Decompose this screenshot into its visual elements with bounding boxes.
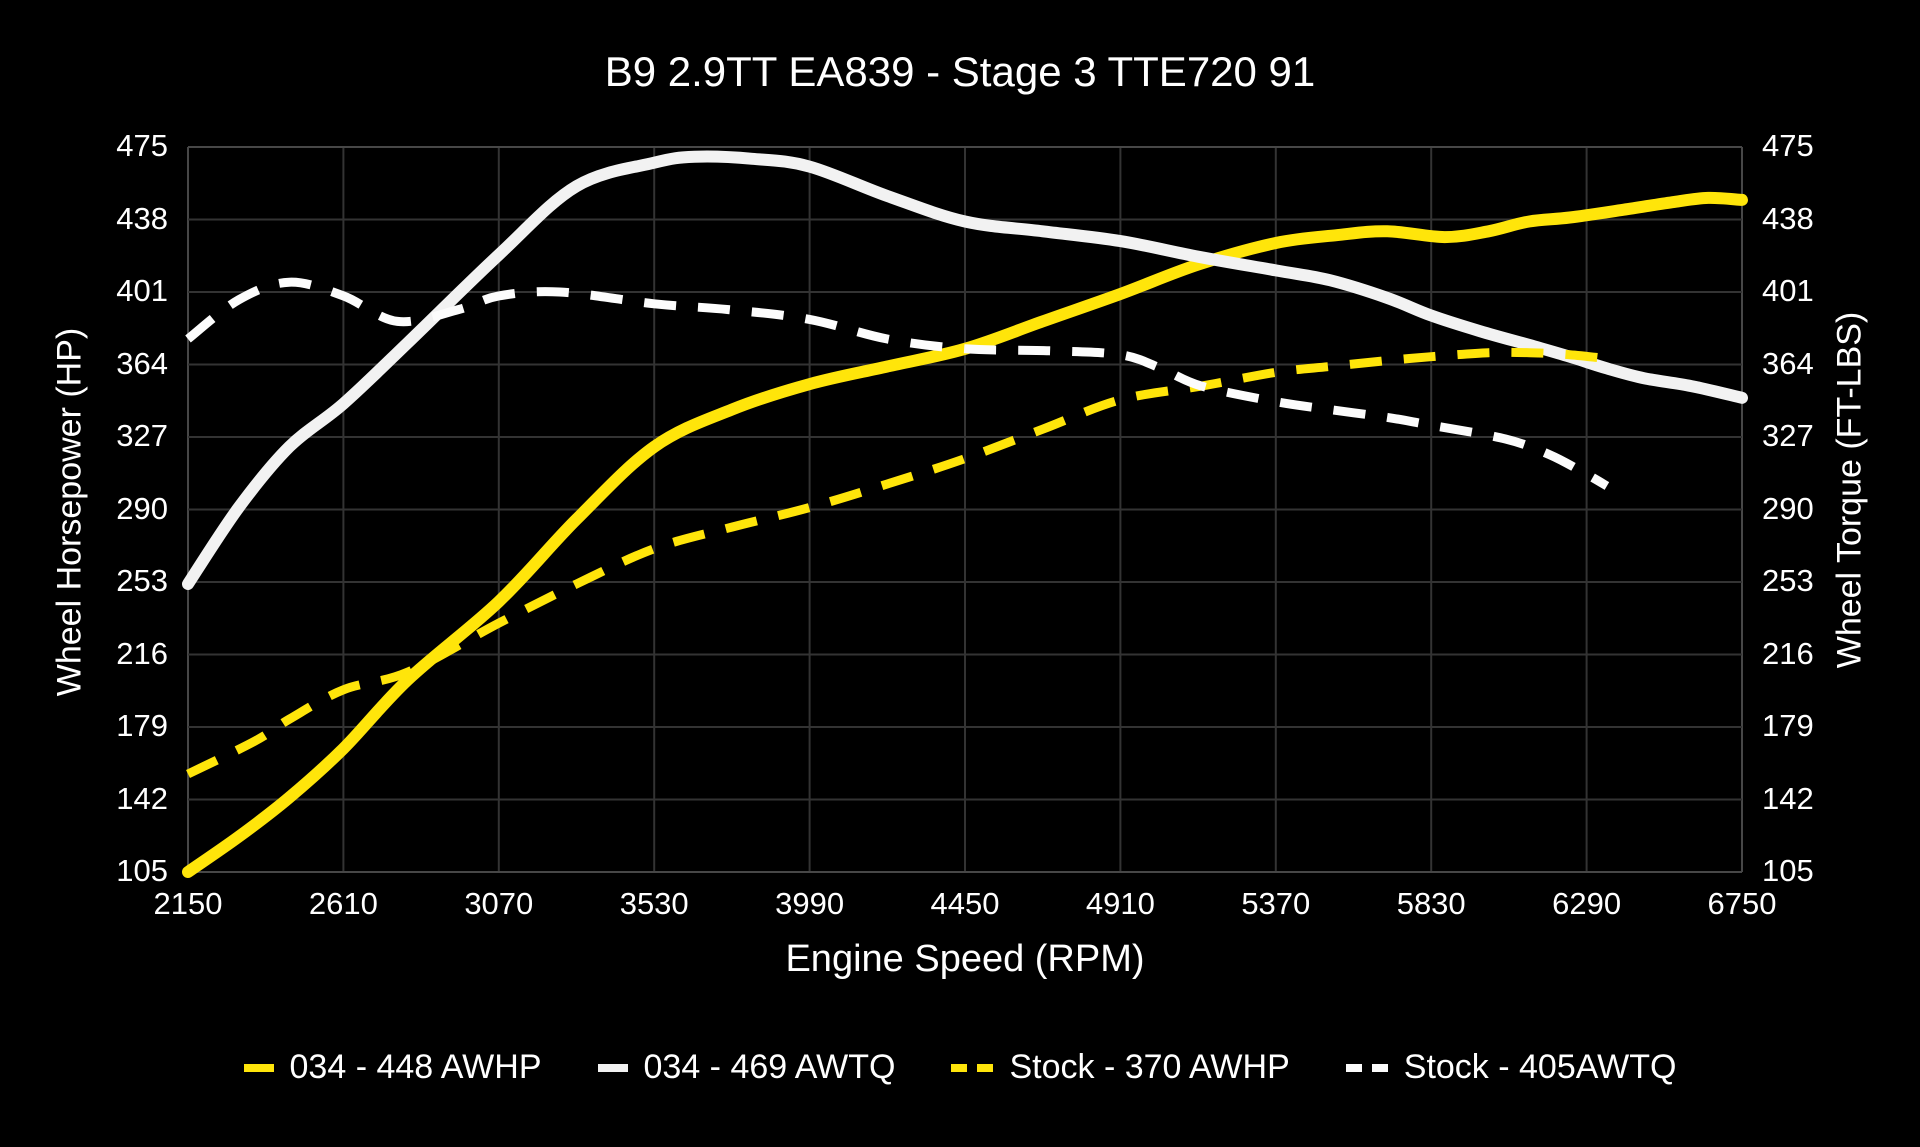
y-tick-label-right: 364 xyxy=(1762,345,1814,381)
y-tick-label-right: 290 xyxy=(1762,490,1814,526)
legend-marker-segment xyxy=(1345,1063,1362,1072)
y-tick-label-left: 438 xyxy=(116,200,168,236)
y-tick-label-right: 105 xyxy=(1762,853,1814,888)
x-tick-label: 4910 xyxy=(1085,886,1155,921)
legend-item: 034 - 448 AWHP xyxy=(243,1048,542,1087)
y-tick-label-right: 438 xyxy=(1762,200,1814,236)
y-tick-label-left: 290 xyxy=(116,490,168,526)
legend-item: Stock - 370 AWHP xyxy=(951,1048,1290,1087)
x-tick-label: 5370 xyxy=(1241,886,1311,921)
legend-marker-solid-yellow-icon xyxy=(243,1063,274,1072)
legend: 034 - 448 AWHP 034 - 469 AWTQ Stock - 37… xyxy=(0,1048,1920,1087)
y-tick-label-right: 253 xyxy=(1762,563,1814,598)
legend-marker-segment xyxy=(977,1063,994,1072)
y-tick-label-right: 327 xyxy=(1762,418,1814,453)
x-axis-title: Engine Speed (RPM) xyxy=(785,938,1145,980)
legend-label: 034 - 469 AWTQ xyxy=(643,1048,896,1086)
y-tick-label-left: 364 xyxy=(116,345,168,381)
y-tick-label-left: 216 xyxy=(116,635,168,671)
legend-marker-dashed-white-icon xyxy=(1345,1063,1388,1072)
y-tick-label-left: 475 xyxy=(116,128,168,163)
legend-marker-segment xyxy=(951,1063,968,1072)
legend-item: Stock - 405AWTQ xyxy=(1345,1048,1677,1087)
x-tick-label: 6750 xyxy=(1707,886,1777,921)
legend-marker-solid-white-icon xyxy=(597,1063,628,1072)
x-tick-label: 5830 xyxy=(1396,886,1466,921)
series-curve-2 xyxy=(186,347,1608,779)
legend-marker-dashed-yellow-icon xyxy=(951,1063,994,1072)
y-tick-label-right: 216 xyxy=(1762,635,1814,671)
y-tick-label-left: 253 xyxy=(116,563,168,598)
y-tick-label-right: 475 xyxy=(1762,128,1814,163)
legend-marker-segment xyxy=(1371,1063,1388,1072)
y-tick-label-left: 105 xyxy=(116,853,168,888)
x-tick-label: 6290 xyxy=(1552,886,1622,921)
series-curve-0 xyxy=(182,191,1748,878)
series-curve-3 xyxy=(185,277,1610,490)
x-tick-label: 4450 xyxy=(930,886,1000,921)
x-tick-label: 3530 xyxy=(619,886,689,921)
x-tick-label: 3070 xyxy=(464,886,534,921)
y-tick-label-left: 327 xyxy=(116,418,168,453)
y-tick-label-left: 142 xyxy=(116,780,168,816)
x-tick-label: 2610 xyxy=(308,886,378,921)
y-tick-label-right: 142 xyxy=(1762,780,1814,816)
y-tick-label-left: 179 xyxy=(116,708,168,743)
y-axis-title-right: Wheel Torque (FT-LBS) xyxy=(1830,311,1869,669)
x-tick-label: 3990 xyxy=(775,886,845,921)
legend-item: 034 - 469 AWTQ xyxy=(597,1048,896,1087)
legend-label: Stock - 405AWTQ xyxy=(1403,1048,1677,1086)
y-tick-label-left: 401 xyxy=(116,273,168,308)
x-tick-label: 2150 xyxy=(153,886,223,921)
y-tick-label-right: 401 xyxy=(1762,273,1814,308)
legend-label: 034 - 448 AWHP xyxy=(289,1048,542,1086)
legend-marker-segment xyxy=(243,1063,274,1072)
legend-label: Stock - 370 AWHP xyxy=(1009,1048,1290,1086)
y-tick-label-right: 179 xyxy=(1762,708,1814,743)
series-curve-1 xyxy=(182,150,1748,590)
chart-title: B9 2.9TT EA839 - Stage 3 TTE720 91 xyxy=(604,48,1316,95)
legend-marker-segment xyxy=(597,1063,628,1072)
